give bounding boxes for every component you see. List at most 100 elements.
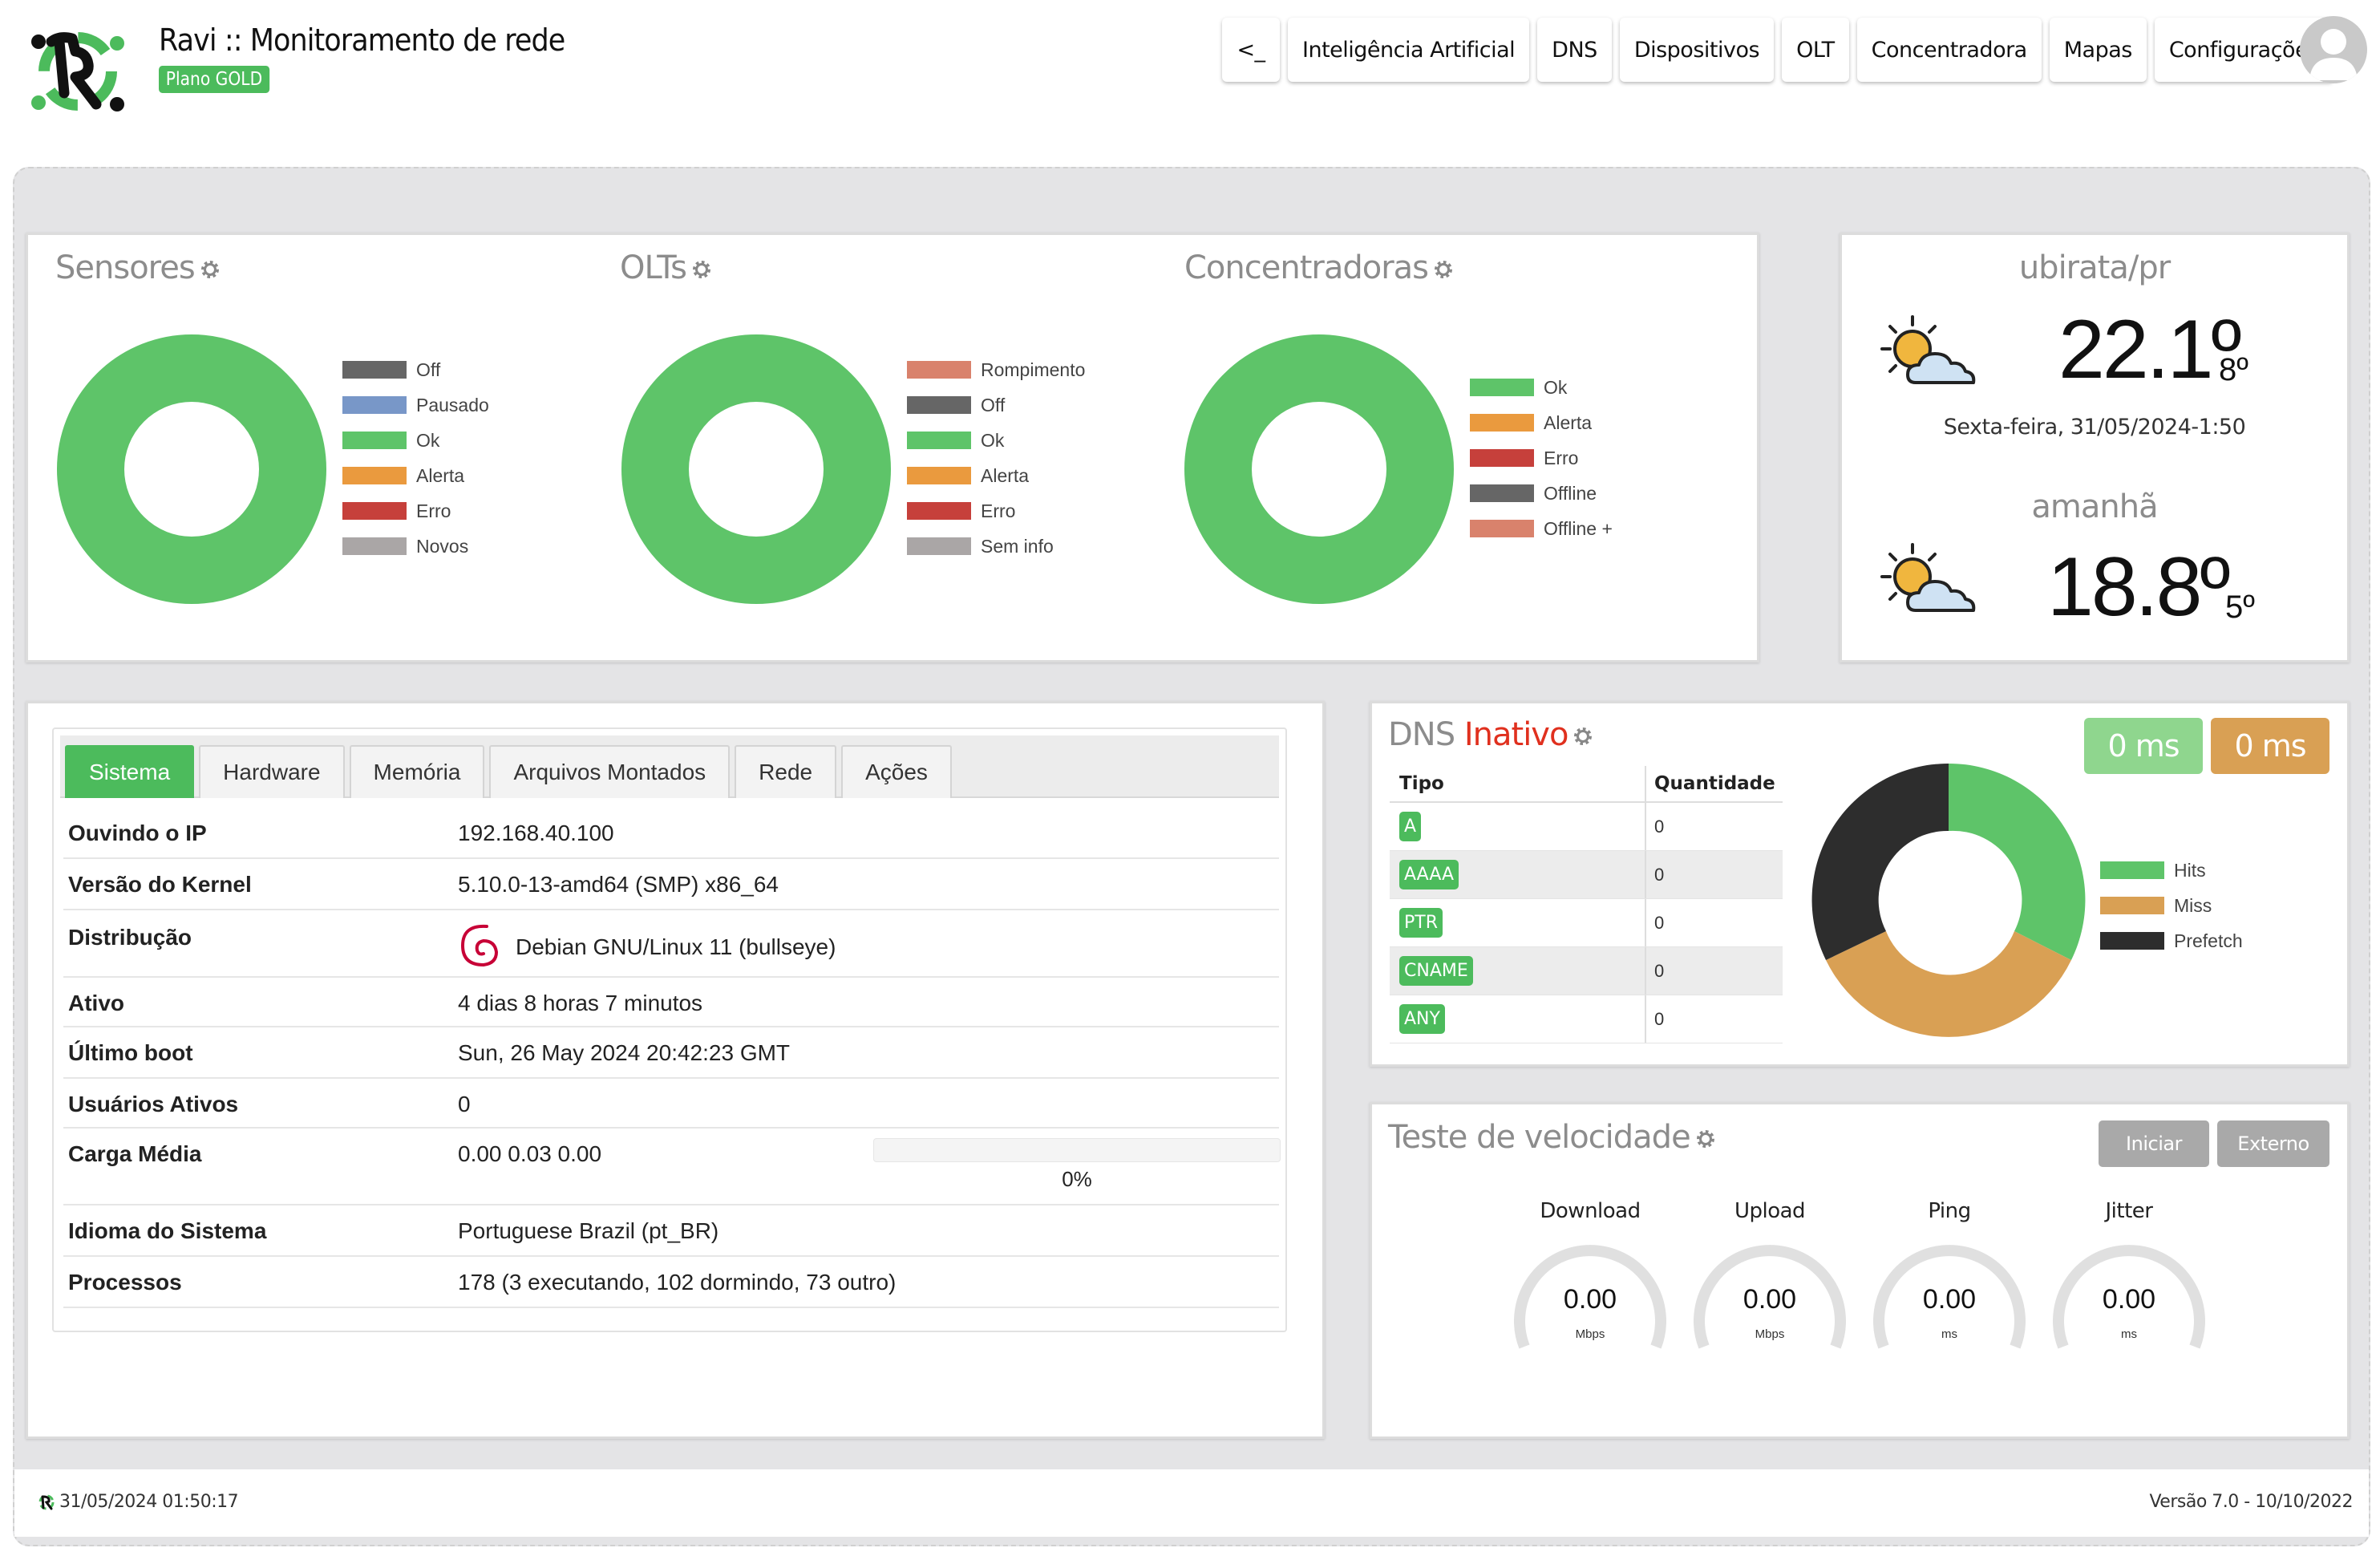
gear-icon[interactable] [1695,1129,1716,1149]
tab-hardware[interactable]: Hardware [199,745,345,798]
tab-arquivos-montados[interactable]: Arquivos Montados [489,745,731,798]
legend-item: Alerta [342,458,489,493]
table-header: Tipo Quantidade [1390,766,1783,803]
nav-ai-button[interactable]: Inteligência Artificial [1288,18,1530,82]
tab-bar: Sistema Hardware Memória Arquivos Montad… [60,735,1279,798]
tomorrow-temperature: 18.8º [2047,541,2230,634]
gauge-unit: Mbps [1755,1327,1785,1341]
info-label: Ativo [68,991,124,1015]
sensores-donut-chart [57,334,326,604]
legend-label: Erro [1544,447,1579,468]
legend-label: Prefetch [2174,930,2243,951]
info-row: Último boot Sun, 26 May 2024 20:42:23 GM… [63,1027,1279,1079]
nav-dns-button[interactable]: DNS [1537,18,1612,82]
dns-title-text: DNS [1388,716,1455,753]
chart-slice-hits [1949,763,2086,960]
tab-sistema[interactable]: Sistema [65,745,195,798]
legend-swatch [342,467,407,484]
user-icon [2309,29,2358,80]
dns-latency-badge-secondary: 0 ms [2211,718,2329,774]
record-type-tag: CNAME [1399,956,1473,986]
info-value: 192.168.40.100 [458,821,614,845]
gear-icon[interactable] [1433,259,1454,280]
info-value: Portuguese Brazil (pt_BR) [458,1218,719,1243]
speed-test-title: Teste de velocidade [1388,1119,1716,1156]
gear-icon[interactable] [200,259,221,280]
nav-concentradora-button[interactable]: Concentradora [1856,18,2042,82]
dashboard-frame: Sensores Off Pausado Ok Alerta Erro Novo… [13,167,2370,1546]
nav-maps-button[interactable]: Mapas [2049,18,2147,82]
info-label: Usuários Ativos [68,1092,239,1116]
gauge-value: 0.00 [1563,1284,1617,1315]
legend-item: Novos [342,529,489,564]
ravi-small-logo-icon [38,1494,55,1509]
tab-rede[interactable]: Rede [735,745,837,798]
info-label: Distribução [68,925,192,950]
olts-legend: Rompimento Off Ok Alerta Erro Sem info [907,352,1085,564]
footer-timestamp: 31/05/2024 01:50:17 [59,1492,239,1512]
gear-icon[interactable] [691,259,712,280]
record-type-tag: PTR [1399,908,1443,938]
olts-title: OLTs [620,249,712,286]
legend-swatch [907,502,971,520]
legend-swatch [907,467,971,484]
legend-label: Alerta [416,464,465,486]
user-avatar[interactable] [2300,16,2367,83]
gauge-arc [1694,1245,1846,1349]
legend-item: Erro [907,493,1085,529]
concentradoras-donut-chart [1184,334,1454,604]
footer-bar [14,1469,2369,1537]
legend-swatch [907,396,971,414]
nav-terminal-button[interactable]: <_ [1222,18,1280,82]
legend-item: Prefetch [2100,923,2243,958]
chart-slice-miss [1826,931,2071,1037]
table-row: CNAME 0 [1390,947,1783,995]
info-value: Debian GNU/Linux 11 (bullseye) [516,934,836,959]
legend-swatch [1470,449,1534,467]
load-progress-bar [873,1138,1281,1162]
concentradoras-title-text: Concentradoras [1184,249,1429,286]
external-speed-test-button[interactable]: Externo [2217,1120,2329,1167]
footer-version: Versão 7.0 - 10/10/2022 [2149,1492,2353,1512]
legend-label: Hits [2174,859,2206,881]
legend-label: Erro [981,500,1016,521]
olts-donut-chart [621,334,891,604]
info-row: Usuários Ativos 0 [63,1079,1279,1129]
gauge-label-download: Download [1540,1199,1641,1223]
gauge-unit: Mbps [1575,1327,1605,1341]
concentradoras-legend: Ok Alerta Erro Offline Offline + [1470,370,1613,546]
table-row: AAAA 0 [1390,851,1783,899]
today-temperature: 22.1º [2058,303,2241,396]
legend-label: Miss [2174,894,2212,916]
legend-label: Off [981,394,1006,415]
tab-acoes[interactable]: Ações [841,745,952,798]
legend-swatch [2100,861,2164,879]
gauge-label-ping: Ping [1928,1199,1971,1223]
tab-memoria[interactable]: Memória [349,745,485,798]
gauge-value: 0.00 [1742,1284,1797,1315]
legend-item: Off [907,387,1085,423]
legend-item: Ok [907,423,1085,458]
nav-olt-button[interactable]: OLT [1782,18,1849,82]
nav-settings-button[interactable]: Configurações [2154,18,2333,82]
weather-city: ubirata/pr [2018,249,2171,286]
concentradoras-title: Concentradoras [1184,249,1454,286]
dns-cache-donut-chart [1811,763,2086,1037]
gauge-unit: ms [2121,1327,2137,1341]
gauge-value: 0.00 [2102,1284,2156,1315]
legend-swatch [1470,484,1534,502]
column-header-tipo: Tipo [1390,766,1646,801]
info-value: 0.00 0.03 0.00 [458,1141,602,1166]
start-speed-test-button[interactable]: Iniciar [2099,1120,2209,1167]
legend-item: Rompimento [907,352,1085,387]
gauge-arc [1873,1245,2026,1349]
gear-icon[interactable] [1572,726,1593,747]
status-card: Sensores Off Pausado Ok Alerta Erro Novo… [26,233,1759,663]
table-row: PTR 0 [1390,899,1783,947]
legend-label: Alerta [981,464,1030,486]
ping-gauge: 0.00 ms [1869,1244,2030,1356]
top-nav: <_ Inteligência Artificial DNS Dispositi… [1222,18,2333,82]
gauge-label-upload: Upload [1734,1199,1806,1223]
gauge-arc [2053,1245,2205,1349]
nav-devices-button[interactable]: Dispositivos [1619,18,1775,82]
